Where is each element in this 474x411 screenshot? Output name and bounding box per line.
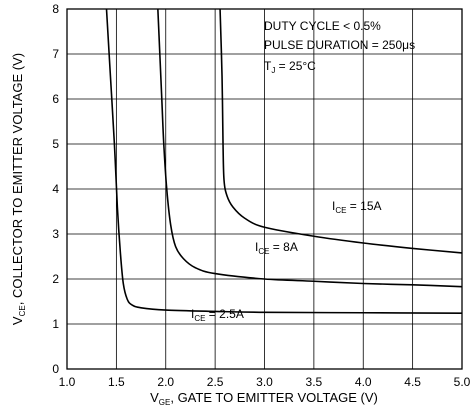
- x-axis-title-sub: GE: [159, 398, 171, 407]
- y-tick-label-1: 1: [52, 317, 59, 331]
- x-tick-label-7: 4.5: [404, 375, 421, 389]
- x-tick-labels: 1.0 1.5 2.0 2.5 3.0 3.5 4.0 4.5 5.0: [59, 375, 471, 389]
- y-axis-title-rest: , COLLECTOR TO EMITTER VOLTAGE (V): [10, 53, 25, 305]
- y-tick-labels: 0 1 2 3 4 5 6 7 8: [52, 2, 59, 376]
- series-label-2-5a: ICE = 2.5A: [191, 307, 244, 323]
- series-label-8a-rest: = 8A: [269, 240, 297, 254]
- x-axis-title: VGE, GATE TO EMITTER VOLTAGE (V): [150, 390, 378, 407]
- x-tick-label-3: 2.5: [207, 375, 224, 389]
- y-tick-label-2: 2: [52, 272, 59, 286]
- junction-temp-note: TJ = 25°C: [264, 59, 316, 75]
- series-label-8a-main: I: [255, 240, 258, 254]
- y-tick-label-7: 7: [52, 47, 59, 61]
- y-tick-label-4: 4: [52, 182, 59, 196]
- pulse-duration-note: PULSE DURATION = 250μs: [264, 38, 415, 52]
- x-tick-label-2: 2.0: [157, 375, 174, 389]
- series-label-8a-sub: CE: [258, 247, 269, 256]
- y-tick-label-8: 8: [52, 2, 59, 16]
- series-label-15a: ICE = 15A: [332, 199, 382, 215]
- y-tick-label-3: 3: [52, 227, 59, 241]
- series-label-2-5a-rest: = 2.5A: [205, 307, 243, 321]
- y-tick-label-0: 0: [52, 362, 59, 376]
- series-line-0: [105, 8, 463, 314]
- junction-temp-main: T: [264, 59, 272, 73]
- x-tick-label-0: 1.0: [59, 375, 76, 389]
- series-label-15a-main: I: [332, 199, 335, 213]
- grid: [67, 9, 462, 369]
- x-tick-label-4: 3.0: [256, 375, 273, 389]
- x-tick-label-1: 1.5: [108, 375, 125, 389]
- series-curves: [105, 8, 463, 314]
- series-label-15a-rest: = 15A: [346, 199, 381, 213]
- series-label-2-5a-sub: CE: [194, 314, 205, 323]
- plot-frame: [66, 8, 463, 370]
- y-axis-title: VCE, COLLECTOR TO EMITTER VOLTAGE (V): [10, 53, 27, 325]
- series-line-2: [219, 8, 463, 254]
- x-tick-label-5: 3.5: [306, 375, 323, 389]
- duty-cycle-note: DUTY CYCLE < 0.5%: [264, 19, 381, 33]
- series-label-2-5a-main: I: [191, 307, 194, 321]
- y-axis-title-main: V: [10, 316, 25, 325]
- x-tick-label-8: 5.0: [454, 375, 471, 389]
- y-tick-label-6: 6: [52, 92, 59, 106]
- series-line-1: [157, 8, 463, 288]
- y-tick-label-5: 5: [52, 137, 59, 151]
- series-label-8a: ICE = 8A: [255, 240, 298, 256]
- junction-temp-rest: = 25°C: [275, 59, 316, 73]
- series-label-15a-sub: CE: [335, 206, 346, 215]
- x-tick-label-6: 4.0: [355, 375, 372, 389]
- x-axis-title-main: V: [150, 390, 159, 405]
- y-axis-title-sub: CE: [18, 305, 27, 316]
- junction-temp-sub: J: [271, 66, 275, 75]
- x-axis-title-rest: , GATE TO EMITTER VOLTAGE (V): [170, 390, 378, 405]
